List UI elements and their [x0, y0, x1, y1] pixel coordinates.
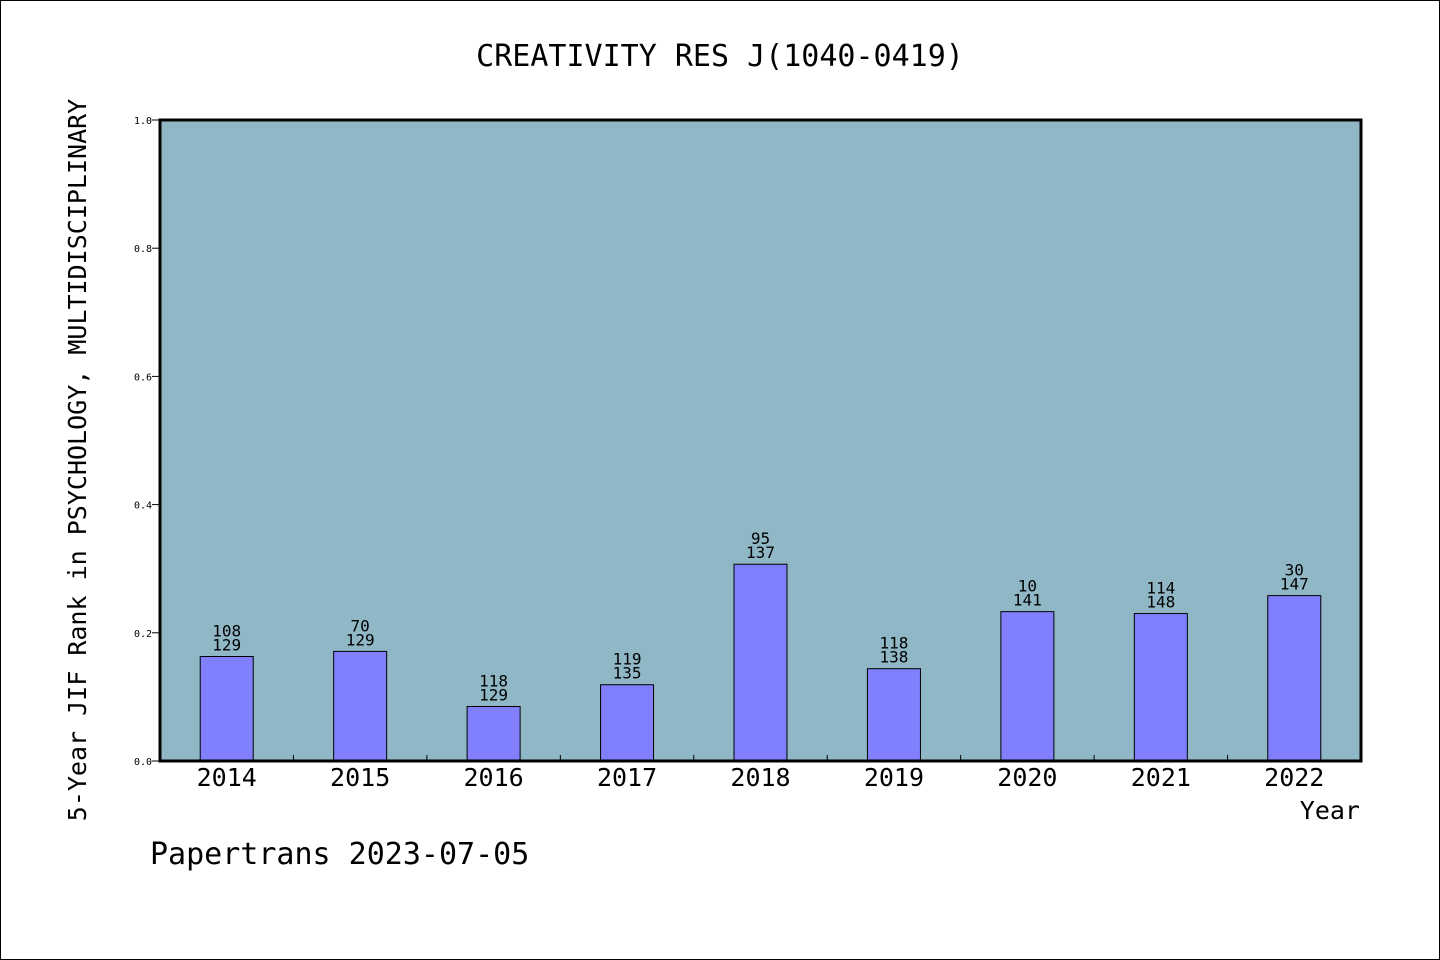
bar-rank-label: 70 — [351, 616, 370, 635]
bar-rank-label: 10 — [1018, 577, 1037, 596]
bar-2015 — [333, 650, 388, 762]
bar-rank-label: 118 — [879, 634, 908, 653]
bars: 1081297012911812911913595137118138101411… — [199, 529, 1322, 762]
y-axis-ticks: 0.0 0.2 0.4 0.6 0.8 1.0 — [134, 116, 160, 768]
x-axis-ticks: 2014 2015 2016 2017 2018 2019 2020 2021 2022 — [197, 755, 1324, 792]
bar-rank-label: 95 — [751, 529, 770, 548]
x-tick-label: 2014 — [197, 763, 257, 792]
x-tick-label: 2020 — [997, 763, 1057, 792]
bar-2019 — [866, 668, 921, 762]
bar-2020 — [1000, 611, 1055, 762]
bar-2021 — [1133, 613, 1188, 762]
bar-rank-label: 30 — [1285, 561, 1304, 580]
bar-2016 — [466, 706, 521, 762]
bar-2018 — [733, 563, 788, 762]
x-tick-label: 2018 — [730, 763, 790, 792]
chart-title: CREATIVITY RES J(1040-0419) — [476, 39, 964, 74]
bar-total-label: 148 — [1146, 593, 1175, 612]
bar-2022 — [1267, 595, 1322, 762]
x-tick-label: 2015 — [330, 763, 390, 792]
bar-total-label: 129 — [212, 636, 241, 655]
bar-total-label: 141 — [1013, 591, 1042, 610]
y-tick-label: 0.8 — [134, 244, 152, 255]
bar-rank-label: 114 — [1146, 579, 1175, 598]
plot-border — [158, 118, 1363, 763]
bar-2017 — [600, 684, 655, 762]
bar-total-label: 147 — [1280, 575, 1309, 594]
y-tick-label: 0.0 — [134, 757, 152, 768]
y-tick-label: 1.0 — [134, 116, 152, 127]
x-tick-label: 2021 — [1131, 763, 1191, 792]
bar-total-label: 137 — [746, 543, 775, 562]
bar-rank-label: 108 — [212, 622, 241, 641]
x-tick-label: 2022 — [1264, 763, 1324, 792]
bar-total-label: 129 — [479, 686, 508, 705]
bar-total-label: 135 — [613, 664, 642, 683]
bar-total-label: 138 — [879, 648, 908, 667]
y-tick-label: 0.6 — [134, 372, 152, 383]
y-tick-label: 0.2 — [134, 629, 152, 640]
x-tick-label: 2017 — [597, 763, 657, 792]
bar-rank-label: 118 — [479, 672, 508, 691]
x-tick-label: 2016 — [464, 763, 524, 792]
bar-rank-label: 119 — [613, 650, 642, 669]
footer-text: Papertrans 2023-07-05 — [150, 837, 529, 872]
x-tick-label: 2019 — [864, 763, 924, 792]
bar-total-label: 129 — [346, 630, 375, 649]
x-axis-label: Year — [1300, 796, 1360, 825]
y-tick-label: 0.4 — [134, 501, 152, 512]
bar-2014 — [199, 656, 254, 762]
y-axis-label: 5-Year JIF Rank in PSYCHOLOGY, MULTIDISC… — [63, 99, 92, 821]
